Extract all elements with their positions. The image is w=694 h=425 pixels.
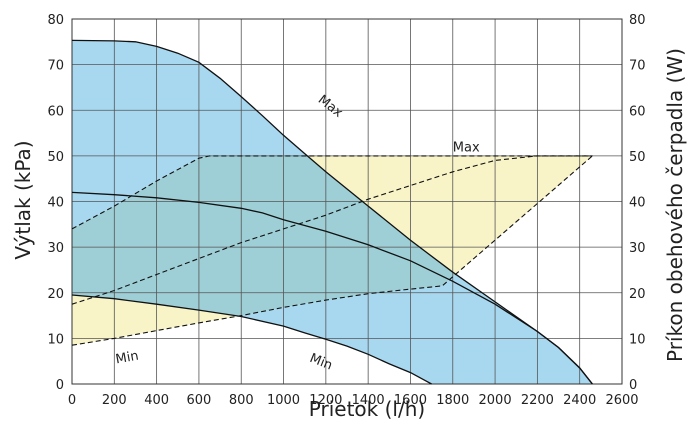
curve-label-0: Max xyxy=(315,92,346,121)
y-tick-labels: 0 10 20 30 40 50 60 70 80 xyxy=(47,13,64,393)
y-tick-4: 40 xyxy=(47,196,64,211)
y2-axis-title: Príkon obehového čerpadla (W) xyxy=(663,48,687,362)
y2-tick-2: 20 xyxy=(629,287,646,302)
y2-tick-1: 10 xyxy=(629,332,646,347)
power-curve-max xyxy=(71,155,593,230)
y2-tick-8: 80 xyxy=(629,13,646,28)
chart-grid xyxy=(71,18,623,385)
curve-labels: Max Max Min Min xyxy=(115,92,480,373)
x-tick-11: 2200 xyxy=(521,393,554,408)
y2-tick-4: 40 xyxy=(629,196,646,211)
x-tick-7: 1400 xyxy=(352,393,385,408)
x-axis-title: Prietok (l/h) xyxy=(309,397,425,421)
y2-tick-7: 70 xyxy=(629,59,646,74)
x-tick-3: 600 xyxy=(187,393,212,408)
x-tick-4: 800 xyxy=(229,393,254,408)
x-tick-10: 2000 xyxy=(479,393,512,408)
pressure-curve-mid xyxy=(71,191,593,385)
y-tick-0: 0 xyxy=(56,378,64,393)
curve-label-2: Min xyxy=(115,349,140,368)
y-tick-1: 10 xyxy=(47,332,64,347)
power-curve-mid xyxy=(71,155,593,305)
y-tick-8: 80 xyxy=(47,13,64,28)
y-tick-5: 50 xyxy=(47,150,64,165)
x-tick-1: 200 xyxy=(102,393,127,408)
y2-tick-3: 30 xyxy=(629,241,646,256)
x-tick-12: 2400 xyxy=(563,393,596,408)
chart-curves xyxy=(71,39,593,385)
y2-tick-6: 60 xyxy=(629,104,646,119)
y-tick-2: 20 xyxy=(47,287,64,302)
y2-tick-labels: 0 10 20 30 40 50 60 70 80 xyxy=(629,13,646,393)
y2-tick-0: 0 xyxy=(629,378,637,393)
y-tick-3: 30 xyxy=(47,241,64,256)
plot-frame xyxy=(71,18,623,385)
y-axis-title: Výtlak (kPa) xyxy=(11,140,35,259)
x-tick-5: 1000 xyxy=(267,393,300,408)
power-curve-min xyxy=(71,155,593,346)
x-tick-0: 0 xyxy=(68,393,76,408)
y-tick-7: 70 xyxy=(47,59,64,74)
x-tick-labels: 0 200 400 600 800 1000 1200 1400 1600 1800 2000 220… xyxy=(68,393,639,408)
x-tick-8: 1600 xyxy=(394,393,427,408)
curve-label-1: Max xyxy=(453,140,480,155)
y-tick-6: 60 xyxy=(47,104,64,119)
y2-tick-5: 50 xyxy=(629,150,646,165)
curve-label-3: Min xyxy=(307,351,334,374)
x-tick-2: 400 xyxy=(144,393,169,408)
pressure-curve-min xyxy=(71,294,432,385)
x-tick-9: 1800 xyxy=(436,393,469,408)
x-tick-6: 1200 xyxy=(309,393,342,408)
x-tick-13: 2600 xyxy=(605,393,638,408)
